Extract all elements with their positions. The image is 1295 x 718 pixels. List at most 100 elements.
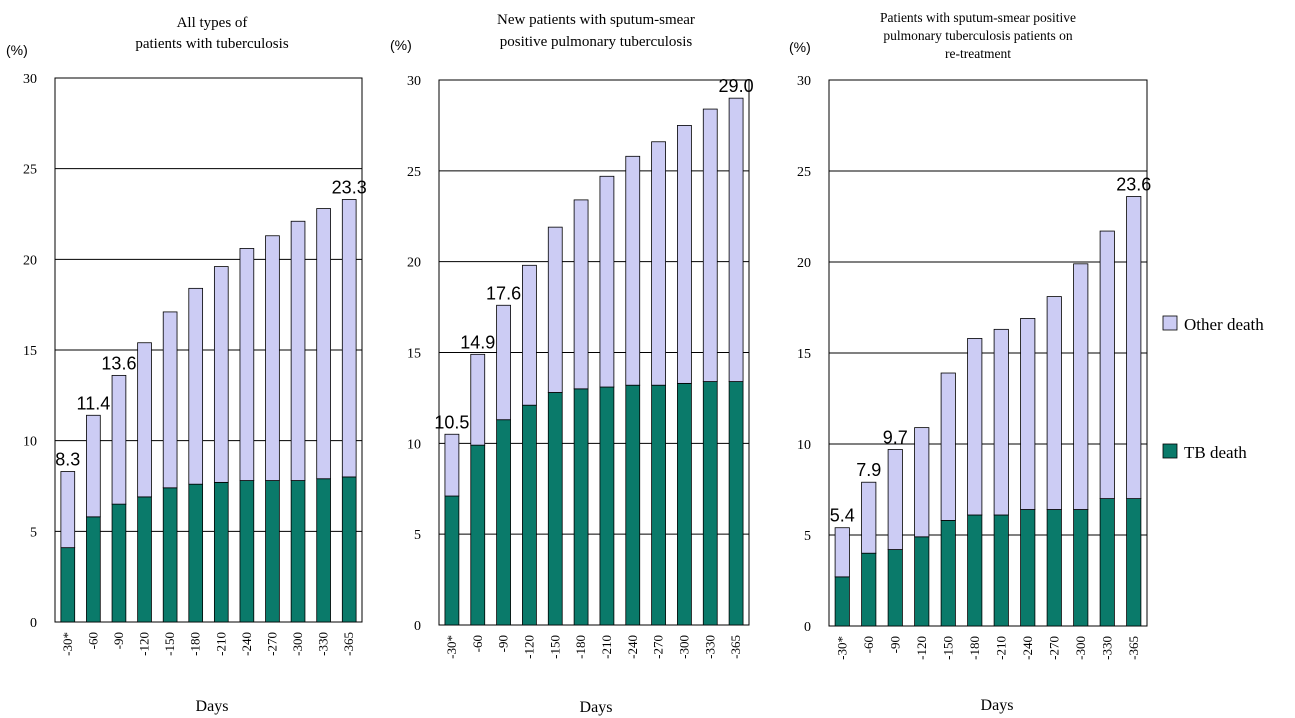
x-tick-label: -270	[651, 635, 666, 659]
bar-other-death	[137, 342, 152, 498]
bar-tb-death	[1073, 509, 1089, 627]
chart-title-line: pulmonary tuberculosis patients on	[883, 28, 1073, 43]
bar-tb-death	[213, 481, 229, 623]
bar-other-death	[993, 328, 1009, 516]
bar-tb-death	[573, 388, 589, 626]
y-tick-label: 20	[23, 253, 37, 268]
bar-other-death	[265, 235, 280, 481]
y-tick-label: 0	[30, 616, 37, 631]
y-tick-label: 5	[30, 525, 37, 540]
y-tick-label: 5	[414, 528, 421, 543]
chart-title-line: All types of	[177, 15, 248, 31]
bar-tb-death	[1046, 509, 1062, 627]
y-tick-label: 10	[407, 437, 421, 452]
y-tick-label: 0	[804, 620, 811, 635]
bar-other-death	[86, 414, 101, 518]
x-tick-label: -120	[137, 632, 152, 656]
x-tick-label: -60	[85, 632, 100, 649]
legend-label-other-death: Other death	[1184, 315, 1264, 334]
y-tick-label: 25	[797, 165, 811, 180]
x-tick-label: -270	[264, 632, 279, 656]
x-axis-label: Days	[981, 697, 1014, 714]
data-label: 9.7	[883, 427, 908, 447]
bar-other-death	[60, 471, 76, 549]
x-axis-label: Days	[196, 698, 229, 715]
bar-other-death	[677, 125, 692, 384]
bar-other-death	[651, 141, 666, 386]
legend-label-tb-death: TB death	[1184, 443, 1247, 462]
bar-tb-death	[470, 444, 486, 626]
bar-other-death	[111, 374, 127, 505]
plot-frame	[438, 79, 750, 626]
bar-other-death	[213, 266, 229, 483]
bar-other-death	[1020, 318, 1036, 510]
bar-tb-death	[188, 483, 204, 623]
y-tick-label: 30	[797, 74, 811, 89]
y-tick-label: 15	[407, 347, 421, 362]
chart-panel-3: Patients with sputum-smear positive pulmo…	[789, 10, 1151, 714]
bar-tb-death	[111, 503, 127, 623]
bar-tb-death	[137, 496, 152, 623]
x-tick-label: -180	[967, 636, 982, 660]
y-tick-label: 0	[414, 619, 421, 634]
data-label: 7.9	[856, 460, 881, 480]
bar-other-death	[496, 304, 511, 421]
bar-other-death	[940, 372, 956, 521]
x-tick-label: -30*	[444, 635, 459, 659]
bar-tb-death	[290, 480, 306, 623]
x-tick-label: -90	[111, 632, 126, 649]
x-tick-label: -210	[213, 632, 228, 656]
chart-title-line: re-treatment	[945, 46, 1011, 61]
y-unit-label: (%)	[390, 37, 412, 53]
x-tick-label: -300	[676, 635, 691, 659]
x-tick-label: -330	[316, 632, 331, 656]
bar-tb-death	[861, 552, 877, 627]
bar-tb-death	[341, 476, 357, 623]
bar-tb-death	[60, 547, 76, 623]
bar-tb-death	[1126, 498, 1142, 627]
bar-other-death	[547, 226, 563, 393]
data-label: 11.4	[77, 393, 111, 413]
legend-swatch-other-death	[1162, 315, 1178, 331]
data-label: 14.9	[460, 332, 495, 352]
x-tick-label: -30*	[60, 632, 75, 656]
y-tick-label: 25	[407, 165, 421, 180]
bar-tb-death	[702, 381, 718, 626]
data-label: 23.3	[332, 177, 367, 197]
bar-other-death	[1073, 263, 1089, 510]
bar-other-death	[239, 248, 255, 481]
x-tick-label: -180	[188, 632, 203, 656]
x-tick-label: -240	[1020, 636, 1035, 660]
chart-title-line: Patients with sputum-smear positive	[880, 10, 1076, 25]
y-tick-label: 15	[797, 347, 811, 362]
bar-tb-death	[522, 404, 537, 626]
bar-tb-death	[834, 576, 850, 627]
x-tick-label: -180	[573, 635, 588, 659]
x-axis-label: Days	[580, 699, 613, 716]
bar-other-death	[444, 433, 460, 497]
y-tick-label: 30	[23, 72, 37, 87]
chart-title-line: positive pulmonary tuberculosis	[500, 34, 693, 50]
x-tick-label: -90	[887, 636, 902, 653]
bar-other-death	[162, 311, 178, 489]
bar-other-death	[834, 527, 850, 578]
chart-title-line: New patients with sputum-smear	[497, 12, 695, 28]
x-tick-label: -300	[1073, 636, 1088, 660]
bar-tb-death	[967, 514, 983, 627]
data-label: 5.4	[830, 506, 855, 526]
y-tick-label: 25	[23, 163, 37, 178]
x-tick-label: -240	[625, 635, 640, 659]
x-tick-label: -330	[702, 635, 717, 659]
y-tick-label: 5	[804, 529, 811, 544]
bar-other-death	[967, 338, 983, 516]
bar-other-death	[914, 427, 930, 538]
bar-other-death	[573, 199, 589, 390]
bar-other-death	[887, 449, 903, 550]
bar-other-death	[861, 481, 877, 554]
bar-other-death	[599, 175, 615, 388]
bar-tb-death	[677, 382, 692, 626]
x-tick-label: -60	[470, 635, 485, 652]
bar-tb-death	[914, 536, 930, 627]
x-tick-label: -120	[914, 636, 929, 660]
x-tick-label: -30*	[834, 636, 849, 660]
